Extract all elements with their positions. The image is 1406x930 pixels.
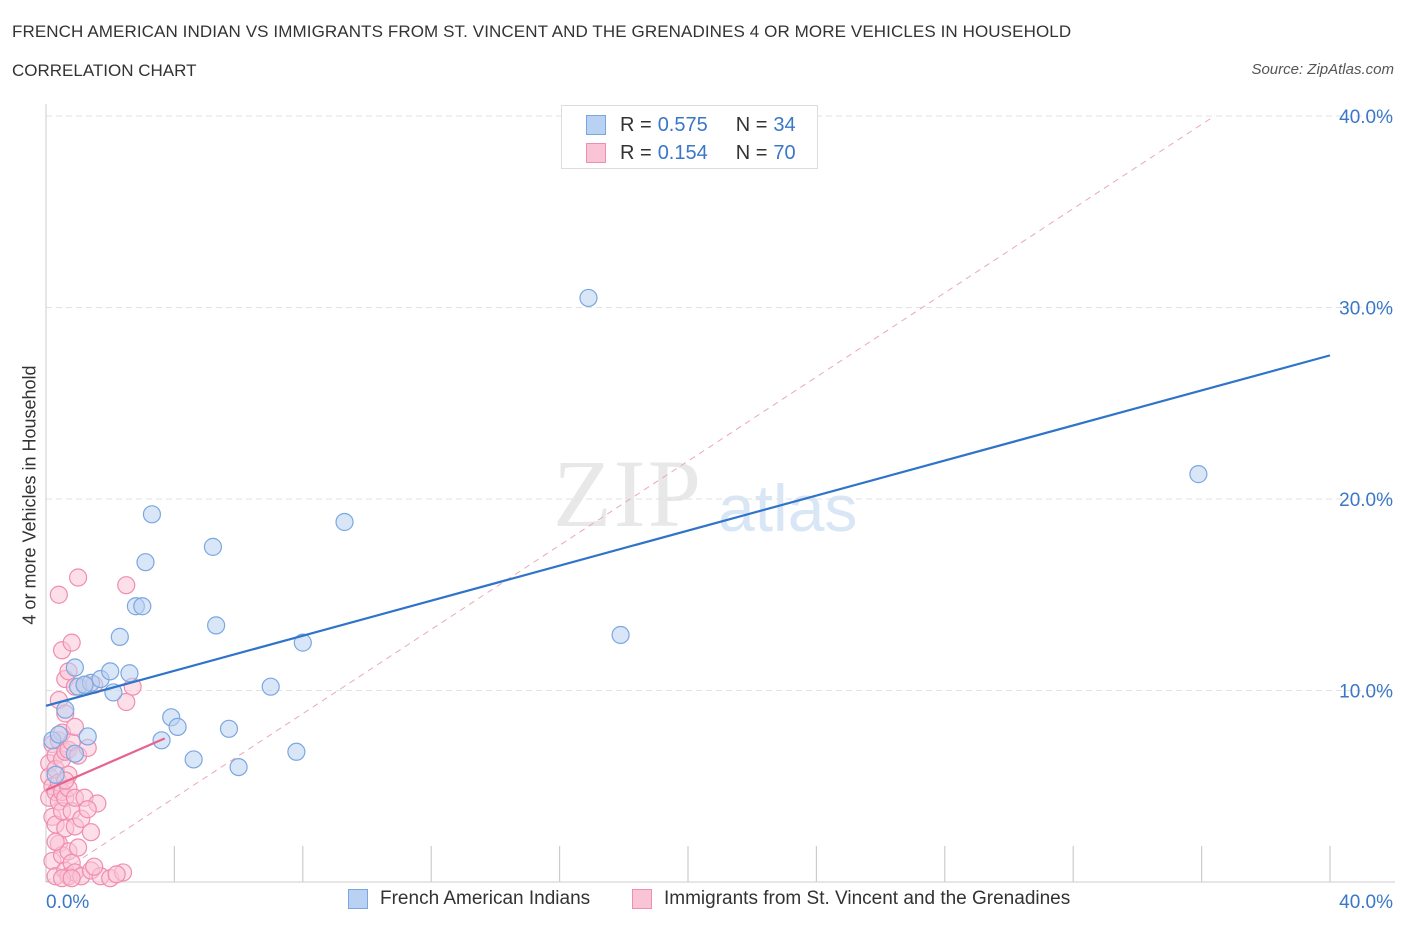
immigrant-point <box>62 869 81 888</box>
french-american-indian-point <box>56 700 75 719</box>
french-american-indian-point <box>293 633 312 652</box>
immigrant-point <box>107 865 126 884</box>
immigrant-point <box>68 838 88 857</box>
legend-n-value: 34 <box>773 113 796 136</box>
french-american-indian-point <box>207 616 226 635</box>
french-american-indian-point <box>579 288 598 308</box>
immigrant-point <box>68 568 88 587</box>
french-american-indian-point <box>110 627 129 646</box>
french-american-indian-point <box>1189 465 1208 484</box>
immigrant-point <box>78 800 97 819</box>
chart-title: FRENCH AMERICAN INDIAN VS IMMIGRANTS FRO… <box>12 22 1072 41</box>
legend-row-french-american-indians: R = 0.575 N = 34 <box>586 112 796 138</box>
french-american-indian-point <box>120 664 139 683</box>
legend-r-value: 0.575 <box>657 113 708 136</box>
immigrant-point <box>117 576 136 595</box>
french-american-indian-point <box>261 677 280 696</box>
french-american-indian-point <box>203 537 223 556</box>
french-american-indian-point <box>46 765 65 784</box>
immigrant-point <box>81 823 101 842</box>
y-tick-label: 20.0% <box>1339 490 1393 511</box>
french-american-indian-point <box>65 744 84 763</box>
bottom-legend-french-american-indians: French American Indians <box>348 888 590 910</box>
french-american-indian-trendline <box>45 354 1331 707</box>
x-tick-label: 0.0% <box>46 892 89 913</box>
chart-subtitle: CORRELATION CHART <box>12 61 197 80</box>
bottom-legend-immigrants: Immigrants from St. Vincent and the Gren… <box>632 888 1070 910</box>
french-american-indian-point <box>101 662 120 681</box>
watermark-zip: ZIP <box>553 440 703 547</box>
immigrant-point <box>46 832 65 851</box>
bottom-legend-label: French American Indians <box>380 888 591 909</box>
legend-n-label: N = <box>735 113 768 136</box>
legend-n-label: N = <box>735 141 768 164</box>
french-american-indian-point <box>133 597 152 616</box>
legend-swatch-blue <box>586 115 606 135</box>
immigrant-point <box>117 692 136 712</box>
french-american-indian-point <box>219 719 239 738</box>
french-american-indian-point <box>335 512 354 532</box>
french-american-indian-point <box>136 553 155 572</box>
bottom-legend-label: Immigrants from St. Vincent and the Gren… <box>664 888 1071 909</box>
immigrant-trendline <box>45 737 166 792</box>
legend-row-immigrants: R = 0.154 N = 70 <box>586 140 796 166</box>
correlation-legend: R = 0.575 N = 34 R = 0.154 N = 70 <box>561 105 818 169</box>
legend-r-label: R = <box>620 113 652 136</box>
french-american-indian-point <box>78 727 97 746</box>
x-tick-label: 40.0% <box>1339 892 1393 913</box>
y-axis-label: 4 or more Vehicles in Household <box>19 365 40 625</box>
legend-r-value: 0.154 <box>657 141 708 164</box>
immigrant-point <box>65 717 84 736</box>
source-label: Source: ZipAtlas.com <box>1251 61 1394 78</box>
bottom-legend-swatch-blue <box>348 889 368 909</box>
french-american-indian-point <box>65 658 84 677</box>
reference-diagonal-line <box>45 115 1215 883</box>
y-tick-label: 30.0% <box>1339 299 1393 320</box>
french-american-indian-point <box>229 757 248 777</box>
watermark-atlas: atlas <box>718 471 858 545</box>
immigrant-point <box>62 633 81 652</box>
y-tick-label: 10.0% <box>1339 682 1393 703</box>
french-american-indian-point <box>184 750 203 769</box>
french-american-indian-point <box>611 625 630 645</box>
y-tick-label: 40.0% <box>1339 107 1393 128</box>
legend-n-value: 70 <box>773 141 796 164</box>
french-american-indian-point <box>168 717 187 736</box>
french-american-indian-point <box>49 725 68 744</box>
legend-swatch-pink <box>586 143 606 163</box>
bottom-legend-swatch-pink <box>632 889 652 909</box>
french-american-indian-point <box>75 675 94 694</box>
french-american-indian-point <box>142 505 162 524</box>
french-american-indian-point <box>287 742 306 761</box>
immigrant-point <box>49 585 68 604</box>
immigrant-point <box>85 857 104 876</box>
legend-r-label: R = <box>620 141 652 164</box>
